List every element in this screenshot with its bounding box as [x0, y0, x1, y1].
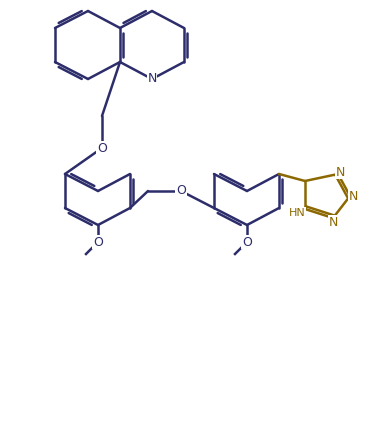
Text: HN: HN	[289, 208, 305, 218]
Text: O: O	[242, 235, 252, 248]
Text: N: N	[147, 73, 157, 86]
Text: N: N	[335, 165, 345, 178]
Text: O: O	[176, 185, 186, 198]
Text: N: N	[348, 190, 358, 202]
Text: N: N	[328, 215, 338, 228]
Text: O: O	[97, 141, 107, 154]
Text: O: O	[93, 235, 103, 248]
